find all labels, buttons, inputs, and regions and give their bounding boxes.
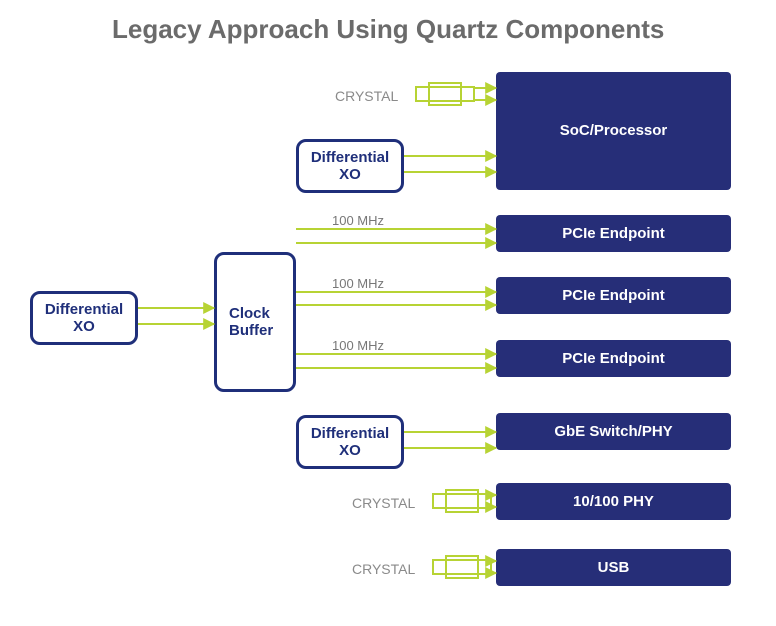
pcie-endpoint-2: PCIe Endpoint xyxy=(496,277,731,314)
diff-xo-bot-label: DifferentialXO xyxy=(311,425,389,460)
gbe-label: GbE Switch/PHY xyxy=(554,423,672,440)
diagram-title: Legacy Approach Using Quartz Components xyxy=(112,14,664,45)
pcie2-label: PCIe Endpoint xyxy=(562,287,665,304)
soc-processor: SoC/Processor xyxy=(496,72,731,190)
soc-label: SoC/Processor xyxy=(560,122,668,139)
clock-buffer: ClockBuffer xyxy=(214,252,296,392)
diff-xo-top: DifferentialXO xyxy=(296,139,404,193)
pcie3-label: PCIe Endpoint xyxy=(562,350,665,367)
crystal-label-10100: CRYSTAL xyxy=(352,495,415,511)
usb-label: USB xyxy=(598,559,630,576)
diff-xo-left: DifferentialXO xyxy=(30,291,138,345)
gbe-switch-phy: GbE Switch/PHY xyxy=(496,413,731,450)
crystal-10-100 xyxy=(432,489,492,513)
crystal-label-usb: CRYSTAL xyxy=(352,561,415,577)
diff-xo-bot: DifferentialXO xyxy=(296,415,404,469)
usb: USB xyxy=(496,549,731,586)
phy10100-label: 10/100 PHY xyxy=(573,493,654,510)
pcie1-label: PCIe Endpoint xyxy=(562,225,665,242)
freq-label-2: 100 MHz xyxy=(332,276,384,291)
diff-xo-top-label: DifferentialXO xyxy=(311,149,389,184)
phy-10-100: 10/100 PHY xyxy=(496,483,731,520)
freq-label-1: 100 MHz xyxy=(332,213,384,228)
diff-xo-left-label: DifferentialXO xyxy=(45,301,123,336)
crystal-usb xyxy=(432,555,492,579)
pcie-endpoint-1: PCIe Endpoint xyxy=(496,215,731,252)
freq-label-3: 100 MHz xyxy=(332,338,384,353)
crystal-soc xyxy=(415,82,475,106)
crystal-label-soc: CRYSTAL xyxy=(335,88,398,104)
pcie-endpoint-3: PCIe Endpoint xyxy=(496,340,731,377)
clock-buffer-label: ClockBuffer xyxy=(229,305,273,340)
